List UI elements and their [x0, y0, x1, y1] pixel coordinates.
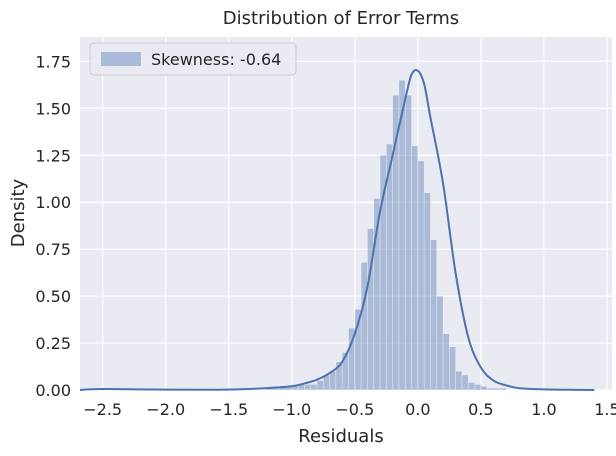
plot-area [80, 37, 612, 390]
y-tick-label: 1.75 [35, 52, 71, 71]
legend: Skewness: -0.64 [89, 42, 297, 76]
histogram-bar [493, 387, 501, 391]
histogram-bar [455, 370, 463, 391]
histogram-bar [499, 387, 507, 391]
y-tick-label: 0.25 [35, 334, 71, 353]
histogram-bar [360, 262, 368, 391]
histogram-bar [436, 295, 444, 391]
histogram-bar [411, 145, 419, 391]
y-tick-label: 0.75 [35, 240, 71, 259]
histogram-bar [404, 94, 412, 391]
y-tick-label: 1.00 [35, 193, 71, 212]
x-tick-label: −1.5 [209, 400, 248, 419]
x-tick-label: −2.0 [146, 400, 185, 419]
histogram-bar [449, 346, 456, 391]
histogram-bar [442, 333, 450, 391]
x-tick-label: 1.5 [594, 400, 616, 419]
histogram-bar [316, 380, 324, 391]
histogram-bar [474, 384, 482, 391]
x-tick-label: −2.5 [83, 400, 122, 419]
histogram-bar [480, 385, 488, 391]
histogram-bar [461, 374, 469, 391]
x-tick-label: 1.0 [531, 400, 556, 419]
histogram-bar [423, 192, 431, 391]
histogram-bar [486, 387, 494, 391]
histogram-bar [310, 384, 318, 391]
y-tick-label: 0.00 [35, 381, 71, 400]
histogram-bar [329, 370, 337, 391]
y-tick-label: 1.50 [35, 99, 71, 118]
y-axis-label: Density [8, 178, 29, 247]
histogram-bar [467, 382, 475, 391]
histogram-bar [430, 239, 438, 391]
y-tick-label: 1.25 [35, 146, 71, 165]
histogram-bars [96, 79, 507, 391]
x-axis-label: Residuals [298, 426, 383, 447]
x-tick-labels: −2.5 −2.0 −1.5 −1.0 −0.5 0.0 0.5 1.0 1.5 [83, 400, 616, 419]
legend-box [89, 42, 297, 76]
y-tick-label: 0.50 [35, 287, 71, 306]
histogram-bar [417, 160, 425, 391]
legend-swatch [101, 52, 141, 66]
x-tick-label: −1.0 [272, 400, 311, 419]
histogram-bar [304, 384, 312, 391]
x-tick-label: −0.5 [335, 400, 374, 419]
y-tick-labels: 0.00 0.25 0.50 0.75 1.00 1.25 1.50 1.75 [35, 52, 71, 400]
x-tick-label: 0.0 [405, 400, 430, 419]
kde-curve [79, 69, 595, 391]
chart-title: Distribution of Error Terms [223, 8, 459, 29]
x-tick-label: 0.5 [468, 400, 493, 419]
legend-label: Skewness: -0.64 [151, 50, 281, 69]
